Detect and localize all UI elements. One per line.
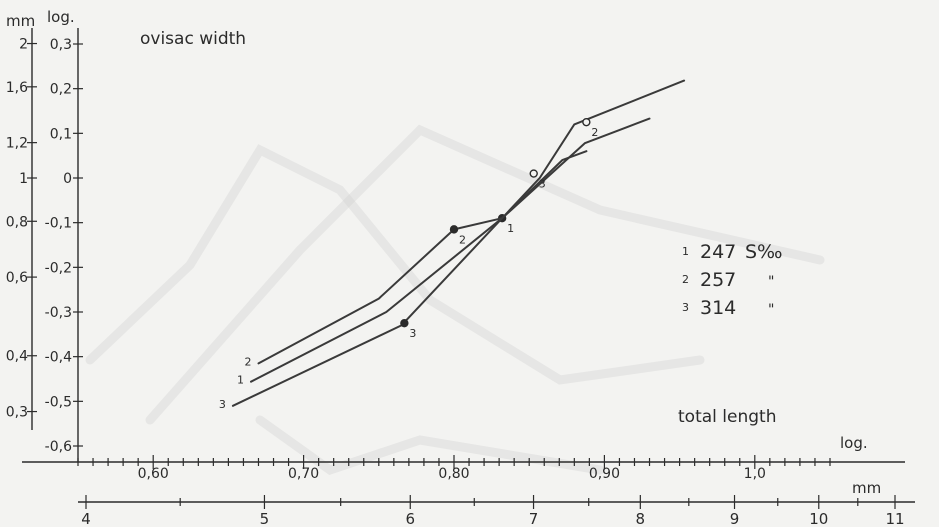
x-mm-tick-label: 7 xyxy=(529,510,539,527)
legend-number-1: 1 xyxy=(682,245,689,258)
y-mm-tick-label: 1,2 xyxy=(6,136,28,152)
x-mm-tick-label: 11 xyxy=(885,510,904,527)
legend-value-3: 314 xyxy=(700,297,736,319)
x-mm-tick-label: 4 xyxy=(81,510,91,527)
x-mm-tick-label: 8 xyxy=(636,510,646,527)
y-mm-tick-label: 2 xyxy=(19,37,28,53)
series-start-label-1: 1 xyxy=(237,374,244,387)
x-mm-label: mm xyxy=(852,479,881,497)
y-mm-tick-label: 0,6 xyxy=(6,270,28,286)
total-length-annotation: total length xyxy=(678,407,776,427)
y-log-tick-label: 0,1 xyxy=(50,126,72,142)
x-mm-tick-label: 6 xyxy=(405,510,415,527)
point-label-3: 3 xyxy=(539,178,546,191)
y-log-tick-label: -0,6 xyxy=(45,439,72,455)
y-log-tick-label: -0,1 xyxy=(45,216,72,232)
series-point-2 xyxy=(451,226,458,233)
point-label-2: 2 xyxy=(459,233,466,246)
y-log-tick-label: 0 xyxy=(63,171,72,187)
point-label-2: 2 xyxy=(591,126,598,139)
y-log-tick-label: -0,2 xyxy=(45,260,72,276)
y-log-tick-label: -0,5 xyxy=(45,394,72,410)
y-log-tick-label: -0,3 xyxy=(45,305,72,321)
legend-value-1: 247 xyxy=(700,241,736,263)
legend: 1 247 S‰ 2 257 " 3 314 " xyxy=(682,241,783,319)
legend-number-3: 3 xyxy=(682,301,689,314)
y-log-tick-label: 0,3 xyxy=(50,37,72,53)
x-mm-tick-label: 9 xyxy=(730,510,740,527)
series-point-3 xyxy=(530,170,537,177)
legend-number-2: 2 xyxy=(682,273,689,286)
x-log-tick-label: 0,70 xyxy=(288,466,319,482)
y-log-tick-label: -0,4 xyxy=(45,350,72,366)
y-mm-tick-label: 0,3 xyxy=(6,405,28,421)
series-point-2 xyxy=(583,119,590,126)
series-point-3 xyxy=(401,320,408,327)
legend-unit-1: S‰ xyxy=(745,241,783,263)
x-log-tick-label: 0,90 xyxy=(589,466,620,482)
legend-value-2: 257 xyxy=(700,269,736,291)
x-log-tick-label: 0,60 xyxy=(138,466,169,482)
x-log-tick-label: 1,0 xyxy=(744,466,766,482)
legend-unit-3: " xyxy=(768,302,774,318)
series-start-label-3: 3 xyxy=(219,398,226,411)
y-mm-tick-label: 1,6 xyxy=(6,80,28,96)
x-mm-tick-label: 5 xyxy=(260,510,270,527)
x-log-tick-label: 0,80 xyxy=(438,466,469,482)
series-start-label-2: 2 xyxy=(244,355,251,368)
y-mm-label: mm xyxy=(6,12,35,30)
x-mm-tick-label: 10 xyxy=(809,510,828,527)
point-label-1: 1 xyxy=(507,222,514,235)
series-line-1 xyxy=(251,119,650,382)
point-label-3: 3 xyxy=(409,327,416,340)
chart-title: ovisac width xyxy=(140,29,246,49)
y-mm-tick-label: 0,4 xyxy=(6,349,28,365)
y-mm-tick-label: 0,8 xyxy=(6,214,28,230)
legend-unit-2: " xyxy=(768,274,774,290)
y-mm-tick-label: 1 xyxy=(19,171,28,187)
y-log-tick-label: 0,2 xyxy=(50,82,72,98)
y-log-label: log. xyxy=(47,8,75,26)
x-log-label: log. xyxy=(840,434,868,452)
